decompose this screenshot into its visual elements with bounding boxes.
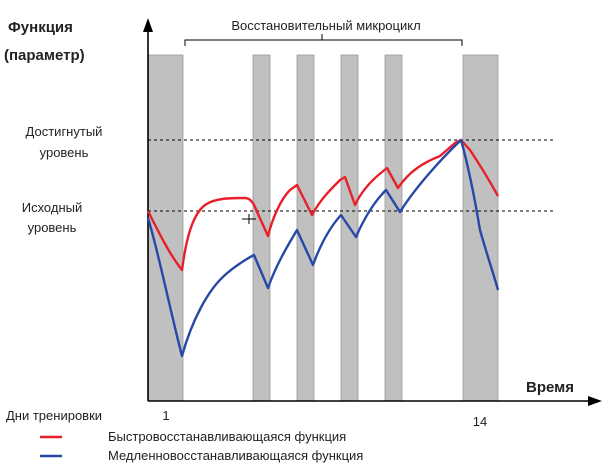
training-days-label: Дни тренировки <box>6 408 102 423</box>
microcycle-brace <box>184 39 463 46</box>
reached-level-label: Достигнутый <box>26 124 103 139</box>
training-bar <box>384 54 403 402</box>
slow-function-curve <box>146 138 500 358</box>
training-bars <box>147 54 499 402</box>
training-day-number: 1 <box>162 408 169 423</box>
y-axis-title: (параметр) <box>4 47 85 64</box>
x-axis-arrow-icon <box>588 396 602 406</box>
y-axis-arrow-icon <box>143 18 153 32</box>
training-day-number: 14 <box>473 414 487 429</box>
fast-function-curve <box>146 138 500 272</box>
legend-fast-label: Быстровосстанавливающаяся функция <box>108 429 346 444</box>
y-axis-title: Функция <box>8 19 73 36</box>
initial-level-label: уровень <box>28 220 77 235</box>
training-bar <box>296 54 315 402</box>
reached-level-label: уровень <box>40 145 89 160</box>
training-bar <box>252 54 271 402</box>
initial-level-label: Исходный <box>22 200 83 215</box>
legend: Быстровосстанавливающаяся функция Медлен… <box>40 429 363 463</box>
microcycle-label: Восстановительный микроцикл <box>231 18 420 33</box>
x-axis-title: Время <box>526 379 574 396</box>
training-bar-day-1 <box>147 54 184 402</box>
legend-slow-label: Медленновосстанавливающаяся функция <box>108 448 363 463</box>
